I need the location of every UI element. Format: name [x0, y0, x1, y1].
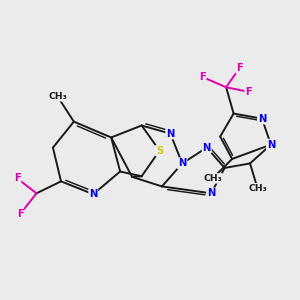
Text: S: S: [156, 146, 163, 156]
Text: N: N: [89, 189, 98, 199]
Text: F: F: [245, 87, 252, 97]
Text: CH₃: CH₃: [203, 174, 222, 183]
Text: CH₃: CH₃: [48, 92, 67, 101]
Text: N: N: [178, 158, 186, 168]
Text: N: N: [178, 158, 186, 168]
Text: N: N: [267, 140, 275, 150]
Text: N: N: [202, 142, 211, 153]
Text: F: F: [17, 209, 23, 219]
Text: CH₃: CH₃: [248, 184, 267, 193]
Text: N: N: [258, 114, 266, 124]
Text: N: N: [207, 188, 215, 198]
Text: F: F: [199, 72, 206, 82]
Text: N: N: [166, 129, 175, 139]
Text: F: F: [14, 173, 20, 183]
Text: F: F: [236, 63, 243, 73]
